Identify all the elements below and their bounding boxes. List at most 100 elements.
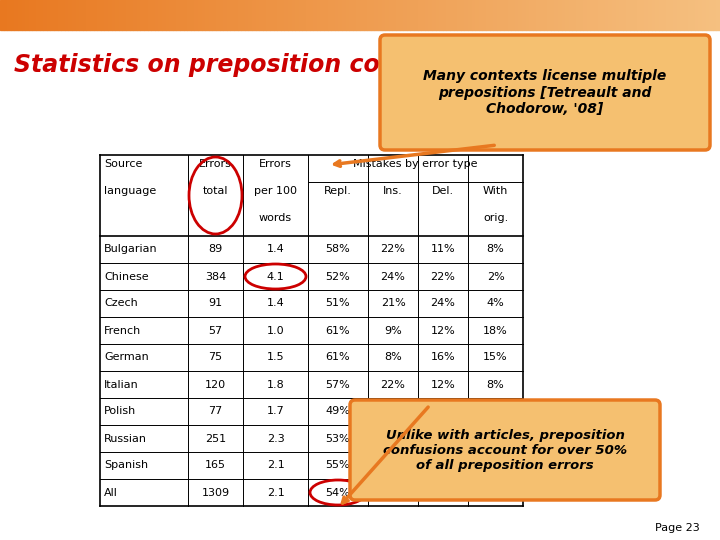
Bar <box>317 0 320 30</box>
Bar <box>130 0 133 30</box>
Bar <box>644 0 648 30</box>
Text: Repl.: Repl. <box>324 186 352 196</box>
Bar <box>680 0 684 30</box>
Bar <box>65 0 68 30</box>
Bar <box>342 0 346 30</box>
Text: 9%: 9% <box>487 434 505 443</box>
Text: French: French <box>104 326 141 335</box>
Bar <box>169 0 173 30</box>
Text: 12%: 12% <box>431 380 455 389</box>
Bar <box>230 0 234 30</box>
Bar <box>97 0 101 30</box>
Bar <box>180 0 184 30</box>
Text: 19%: 19% <box>431 461 455 470</box>
Text: 49%: 49% <box>325 407 351 416</box>
Bar <box>43 0 47 30</box>
Text: 2.1: 2.1 <box>266 461 284 470</box>
Bar <box>205 0 209 30</box>
Bar <box>126 0 130 30</box>
Text: 2.3: 2.3 <box>266 434 284 443</box>
Bar <box>522 0 526 30</box>
Bar <box>360 0 364 30</box>
Bar <box>112 0 115 30</box>
Bar <box>623 0 626 30</box>
Bar <box>612 0 616 30</box>
Bar <box>684 0 688 30</box>
Text: 8%: 8% <box>487 245 505 254</box>
Text: 15%: 15% <box>483 353 508 362</box>
Bar <box>414 0 418 30</box>
Bar <box>554 0 558 30</box>
Bar <box>176 0 180 30</box>
Bar <box>209 0 212 30</box>
Bar <box>324 0 328 30</box>
Text: 21%: 21% <box>381 488 405 497</box>
Bar <box>356 0 360 30</box>
Bar <box>490 0 493 30</box>
Bar <box>472 0 475 30</box>
Bar <box>306 0 310 30</box>
Bar <box>432 0 436 30</box>
Bar <box>486 0 490 30</box>
Text: 58%: 58% <box>325 245 351 254</box>
Text: German: German <box>104 353 149 362</box>
Bar <box>551 0 554 30</box>
Bar <box>652 0 655 30</box>
Bar <box>320 0 324 30</box>
Bar <box>446 0 450 30</box>
Text: 4.1: 4.1 <box>266 272 284 281</box>
Bar <box>410 0 414 30</box>
Bar <box>252 0 256 30</box>
Bar <box>587 0 590 30</box>
FancyBboxPatch shape <box>350 400 660 500</box>
Bar <box>648 0 652 30</box>
Bar <box>533 0 536 30</box>
Bar <box>706 0 709 30</box>
Bar <box>144 0 148 30</box>
Bar <box>241 0 245 30</box>
Bar <box>266 0 270 30</box>
Bar <box>173 0 176 30</box>
Bar <box>670 0 673 30</box>
Bar <box>461 0 464 30</box>
Bar <box>594 0 598 30</box>
Bar <box>464 0 468 30</box>
Bar <box>36 0 40 30</box>
Bar <box>166 0 169 30</box>
Text: 53%: 53% <box>325 434 351 443</box>
Text: 18%: 18% <box>483 326 508 335</box>
Bar <box>346 0 349 30</box>
Bar <box>313 0 317 30</box>
Bar <box>4 0 7 30</box>
Bar <box>569 0 572 30</box>
Bar <box>353 0 356 30</box>
Bar <box>659 0 662 30</box>
Text: 89: 89 <box>208 245 222 254</box>
Bar <box>14 0 18 30</box>
Text: 20%: 20% <box>381 461 405 470</box>
Bar <box>536 0 540 30</box>
FancyBboxPatch shape <box>380 35 710 150</box>
Text: Italian: Italian <box>104 380 139 389</box>
Bar <box>418 0 421 30</box>
Bar <box>338 0 342 30</box>
Text: 22%: 22% <box>431 272 456 281</box>
Text: 11%: 11% <box>431 245 455 254</box>
Bar <box>155 0 158 30</box>
Bar <box>403 0 407 30</box>
Bar <box>468 0 472 30</box>
Text: Unlike with articles, preposition
confusions account for over 50%
of all preposi: Unlike with articles, preposition confus… <box>383 429 627 471</box>
Bar <box>608 0 612 30</box>
Bar <box>212 0 216 30</box>
Bar <box>223 0 227 30</box>
Bar <box>673 0 677 30</box>
Bar <box>140 0 144 30</box>
Bar <box>662 0 666 30</box>
Bar <box>90 0 94 30</box>
Text: 55%: 55% <box>325 461 351 470</box>
Bar <box>11 0 14 30</box>
Text: Del.: Del. <box>432 186 454 196</box>
Bar <box>565 0 569 30</box>
Bar <box>364 0 367 30</box>
Bar <box>396 0 400 30</box>
